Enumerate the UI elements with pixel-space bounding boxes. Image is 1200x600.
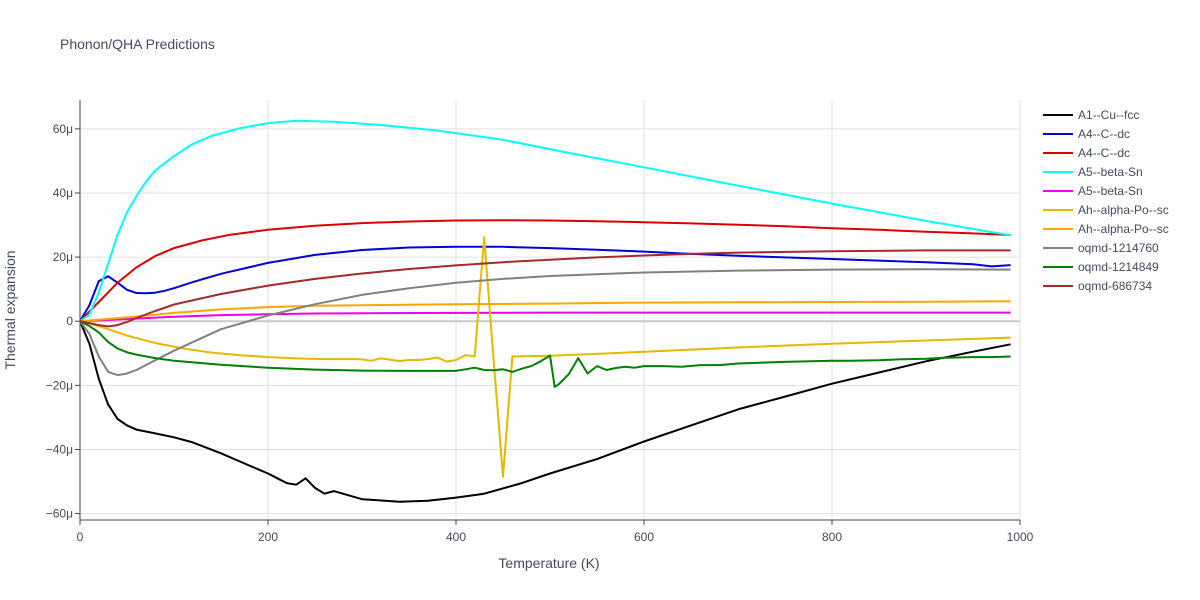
series-line-9 bbox=[80, 320, 1011, 388]
y-tick-label: −20μ bbox=[46, 378, 73, 392]
y-tick-label: 20μ bbox=[53, 250, 73, 264]
legend-label: A5--beta-Sn bbox=[1078, 165, 1143, 179]
legend-item[interactable]: oqmd-1214849 bbox=[1043, 260, 1159, 274]
axes-layer: 0 200 400 600 800 1000 −60μ −40μ −20μ 0 20μ 40μ 60μ bbox=[46, 100, 1034, 544]
legend[interactable]: A1--Cu--fcc A4--C--dc A4--C--dc A5--beta-Sn… bbox=[1043, 108, 1169, 293]
series-line-8 bbox=[80, 268, 1011, 377]
legend-label: Ah--alpha-Po--sc bbox=[1078, 203, 1169, 217]
legend-label: A1--Cu--fcc bbox=[1078, 108, 1139, 122]
x-tick-label: 400 bbox=[446, 530, 466, 544]
x-tick-label: 600 bbox=[634, 530, 654, 544]
legend-item[interactable]: Ah--alpha-Po--sc bbox=[1043, 203, 1169, 217]
x-tick-label: 1000 bbox=[1007, 530, 1034, 544]
legend-item[interactable]: Ah--alpha-Po--sc bbox=[1043, 222, 1169, 236]
x-tick-label: 200 bbox=[258, 530, 278, 544]
series-line-1 bbox=[80, 320, 1011, 503]
legend-label: oqmd-1214760 bbox=[1078, 241, 1159, 255]
series-layer bbox=[80, 119, 1011, 503]
legend-item[interactable]: A5--beta-Sn bbox=[1043, 165, 1143, 179]
series-line-6 bbox=[80, 236, 1011, 478]
y-axis-title: Thermal expansion bbox=[2, 250, 18, 369]
legend-label: A4--C--dc bbox=[1078, 146, 1130, 160]
y-tick-label: −40μ bbox=[46, 442, 73, 456]
legend-item[interactable]: A4--C--dc bbox=[1043, 127, 1130, 141]
legend-label: A4--C--dc bbox=[1078, 127, 1130, 141]
x-tick-label: 800 bbox=[822, 530, 842, 544]
series-line-10 bbox=[80, 249, 1011, 328]
legend-item[interactable]: oqmd-1214760 bbox=[1043, 241, 1159, 255]
series-line-7 bbox=[80, 300, 1011, 323]
legend-item[interactable]: A4--C--dc bbox=[1043, 146, 1130, 160]
y-tick-label: 40μ bbox=[53, 186, 73, 200]
x-axis-title: Temperature (K) bbox=[498, 555, 599, 571]
legend-item[interactable]: A5--beta-Sn bbox=[1043, 184, 1143, 198]
y-tick-label: −60μ bbox=[46, 507, 73, 521]
legend-item[interactable]: oqmd-686734 bbox=[1043, 279, 1152, 293]
y-tick-label: 60μ bbox=[53, 122, 73, 136]
series-line-2 bbox=[80, 245, 1011, 322]
legend-label: Ah--alpha-Po--sc bbox=[1078, 222, 1169, 236]
x-tick-label: 0 bbox=[77, 530, 84, 544]
plot-area bbox=[80, 100, 1020, 520]
legend-label: A5--beta-Sn bbox=[1078, 184, 1143, 198]
y-tick-label: 0 bbox=[66, 314, 73, 328]
chart-title: Phonon/QHA Predictions bbox=[60, 36, 215, 52]
series-line-3 bbox=[80, 219, 1011, 322]
legend-item[interactable]: A1--Cu--fcc bbox=[1043, 108, 1139, 122]
grid-layer bbox=[80, 100, 1021, 520]
series-line-4 bbox=[80, 119, 1011, 323]
series-line-5 bbox=[80, 311, 1011, 323]
legend-label: oqmd-686734 bbox=[1078, 279, 1152, 293]
legend-label: oqmd-1214849 bbox=[1078, 260, 1159, 274]
